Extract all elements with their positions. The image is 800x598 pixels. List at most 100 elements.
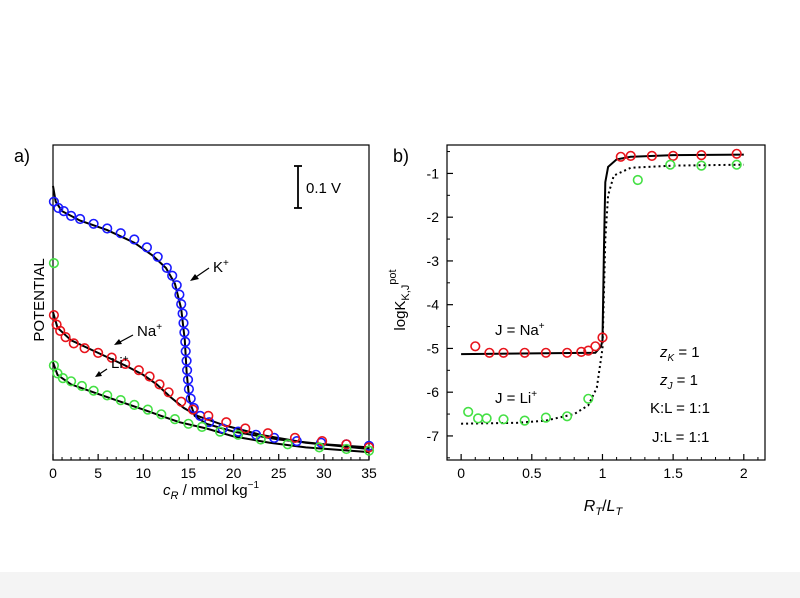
panel-a-point-k: [185, 393, 196, 404]
panel-a-point-k: [183, 384, 194, 395]
panel-b-x-axis-label: RT/LT: [584, 498, 624, 518]
panel-a-point-na: [79, 343, 90, 354]
panel-b-point-na: [590, 341, 601, 352]
panel-a-point-li: [314, 442, 325, 453]
annotation-j-li: J = Li+: [495, 389, 537, 407]
panel-a-point-k: [74, 213, 86, 225]
panel-b-point-na: [696, 150, 707, 161]
panel-b-y-axis-label-sub: K,J: [400, 285, 412, 301]
annotation-zk-sub: K: [668, 353, 676, 364]
panel-a-point-k: [182, 374, 194, 385]
panel-b-point-li: [696, 160, 707, 171]
panel-a-x-axis-label-unit: / mmol kg: [178, 482, 247, 499]
svg-text:Li+: Li+: [111, 354, 129, 372]
panel-a-point-li: [76, 380, 87, 392]
panel-b-point-na: [484, 347, 495, 358]
panel-a-frame: [52, 144, 370, 461]
panel-b-frame: [446, 144, 766, 461]
panel-a: a) 0 5 10 15 20 25 30 35 POTENTIAL cR / mmol kg…: [14, 144, 377, 502]
panel-a-point-na: [262, 428, 274, 439]
scale-bar-label: 0.1 V: [306, 180, 341, 197]
panel-a-point-li: [102, 390, 113, 401]
panel-b-point-li: [540, 412, 552, 423]
panel-a-point-na: [120, 358, 131, 370]
panel-a-point-k: [171, 280, 182, 291]
panel-b-y-tick-label: -7: [427, 428, 440, 444]
panel-a-point-li: [129, 399, 140, 411]
panel-a-x-tick-label: 20: [226, 465, 242, 481]
panel-a-point-li: [282, 439, 293, 450]
panel-a-x-tick-label: 0: [49, 465, 57, 481]
panel-a-point-li: [65, 376, 77, 387]
panel-b-x-tick-label: 0.5: [522, 465, 542, 481]
panel-b-x-axis-label-l-sub: T: [615, 506, 623, 518]
panel-b-point-na: [561, 347, 573, 358]
panel-a-point-k: [176, 299, 187, 310]
panel-a-point-k: [269, 432, 280, 444]
panel-a-curve-li: [52, 362, 370, 454]
panel-b-ticks: 0 0.5 1 1.5 2 -1 -2 -3 -4 -5 -6 -7: [427, 151, 759, 481]
panel-b-x-axis-label-slash: /: [602, 498, 607, 515]
panel-a-series: [48, 185, 375, 456]
panel-a-x-tick-label: 5: [94, 465, 102, 481]
panel-b-point-na: [615, 151, 626, 162]
panel-a-point-li: [183, 418, 194, 429]
panel-a-point-na: [187, 404, 198, 415]
scale-bar: 0.1 V: [294, 165, 341, 209]
panel-a-point-na: [68, 338, 79, 349]
panel-a-point-k: [181, 355, 192, 366]
panel-b-point-li: [463, 406, 474, 418]
panel-a-point-k: [58, 206, 69, 217]
annotation-li: Li+: [95, 354, 129, 377]
panel-a-x-tick-label: 35: [361, 465, 377, 481]
panel-b-point-li: [498, 414, 509, 425]
panel-b-x-axis-label-r: R: [584, 498, 596, 515]
panel-a-point-li: [142, 404, 153, 415]
panel-a-x-axis-label-sub: R: [170, 490, 178, 502]
panel-b-x-tick-label: 0: [457, 465, 465, 481]
panel-a-label: a): [14, 146, 30, 166]
panel-a-point-na: [144, 371, 155, 382]
panel-b-series: [461, 148, 744, 426]
annotation-na: Na+: [114, 322, 162, 345]
annotation-j-na-text: J = Na: [495, 322, 539, 339]
panel-b-point-li: [473, 413, 484, 424]
panel-b-point-na: [470, 341, 481, 352]
panel-a-point-k: [174, 289, 185, 300]
panel-a-point-k: [129, 234, 140, 245]
panel-a-point-na: [133, 365, 144, 376]
panel-a-x-tick-label: 30: [316, 465, 332, 481]
panel-a-point-li: [255, 434, 266, 445]
panel-b-point-na: [667, 150, 679, 161]
panel-a-point-li: [341, 443, 352, 455]
panel-a-point-na: [240, 423, 251, 434]
annotation-zj-rest: = 1: [673, 372, 698, 389]
panel-a-point-li: [156, 409, 167, 420]
panel-b-x-tick-label: 1: [599, 465, 607, 481]
panel-a-point-na: [154, 379, 165, 390]
panel-a-point-k: [53, 202, 64, 214]
panel-b-point-li: [731, 159, 742, 170]
panel-a-x-tick-label: 10: [135, 465, 151, 481]
panel-a-point-k: [182, 365, 193, 376]
annotation-j-li-sup: +: [531, 389, 537, 400]
panel-a-point-k: [102, 223, 113, 234]
panel-b-point-na: [646, 150, 658, 161]
panel-b-y-tick-label: -1: [427, 165, 440, 181]
panel-b: b) 0 0.5 1 1.5 2-1-2-3-4-5-6-7 logKK,Jpot RT…: [387, 144, 766, 518]
annotation-k: K+: [190, 258, 229, 281]
panel-a-point-k: [141, 242, 152, 253]
panel-b-point-li: [632, 174, 643, 186]
panel-a-x-axis-label-var: c: [163, 482, 171, 499]
panel-a-x-tick-label: 15: [181, 465, 197, 481]
panel-a-point-k: [115, 228, 126, 239]
panel-a-point-na: [163, 387, 174, 398]
panel-a-point-k: [180, 336, 191, 348]
panel-a-point-na: [48, 310, 60, 321]
panel-a-x-axis-label-sup: −1: [248, 480, 260, 491]
panel-a-point-li: [214, 426, 226, 437]
panel-b-point-li: [561, 411, 573, 422]
bottom-band: [0, 572, 800, 598]
annotation-j-li-text: J = Li: [495, 390, 531, 407]
annotation-kl: K:L = 1:1: [650, 400, 710, 417]
